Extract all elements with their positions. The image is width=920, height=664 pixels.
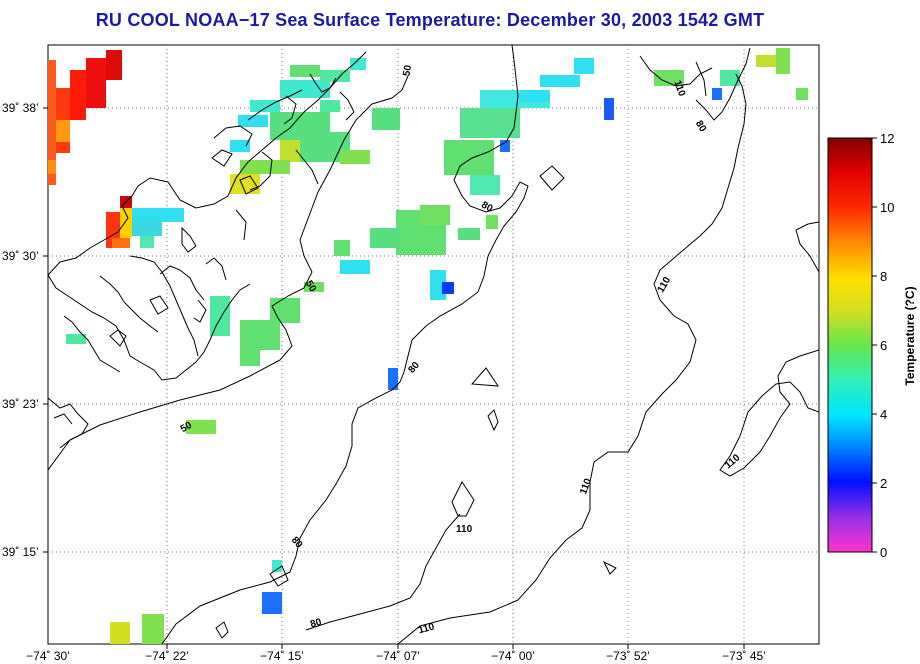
contour-label: 80 <box>693 119 708 135</box>
contours <box>48 45 819 644</box>
lon-label: −74˚ 15’ <box>260 649 304 663</box>
colorbar-tick: 0 <box>880 545 887 560</box>
longitude-labels: −74˚ 30’ −74˚ 22’ −74˚ 15’ −74˚ 07’ −74˚… <box>26 649 766 663</box>
contour-label: 50 <box>303 279 318 295</box>
axis-ticks <box>43 107 745 649</box>
sst-pixels <box>48 48 808 644</box>
colorbar-title: Temperature (?C) <box>903 286 917 385</box>
contour-label: 50 <box>401 64 414 77</box>
colorbar-tick: 10 <box>880 200 894 215</box>
contour-label: 110 <box>671 79 687 98</box>
contour-label: 50 <box>179 420 195 435</box>
lat-label: 39˚ 38’ <box>2 101 39 115</box>
contour-label: 80 <box>479 200 495 215</box>
lat-label: 39˚ 15’ <box>2 545 39 559</box>
lon-label: −73˚ 45’ <box>722 649 766 663</box>
lat-label: 39˚ 30’ <box>2 249 39 263</box>
colorbar-tick: 2 <box>880 476 887 491</box>
lon-label: −74˚ 22’ <box>145 649 189 663</box>
contour-label: 110 <box>417 621 436 636</box>
contour-label: 80 <box>309 617 323 631</box>
lon-label: −74˚ 30’ <box>26 649 70 663</box>
latitude-labels: 39˚ 38’ 39˚ 30’ 39˚ 23’ 39˚ 15’ <box>2 101 39 559</box>
map-title: RU COOL NOAA−17 Sea Surface Temperature:… <box>95 10 765 30</box>
coastline <box>48 51 367 449</box>
contour-label: 110 <box>456 524 473 535</box>
lon-label: −74˚ 00’ <box>491 649 535 663</box>
lon-label: −73˚ 52’ <box>606 649 650 663</box>
colorbar-tick: 6 <box>880 338 887 353</box>
colorbar-tick: 8 <box>880 269 887 284</box>
lat-label: 39˚ 23’ <box>2 397 39 411</box>
colorbar-tick: 12 <box>880 131 894 146</box>
map-area: 50 50 50 80 80 80 80 80 110 110 110 110 … <box>2 44 820 663</box>
contour-label: 110 <box>578 477 594 496</box>
lon-label: −74˚ 07’ <box>376 649 420 663</box>
graticule <box>48 45 819 644</box>
colorbar: 0 2 4 6 8 10 12 Temperature (?C) <box>827 131 917 560</box>
colorbar-gradient <box>827 137 873 553</box>
colorbar-tick: 4 <box>880 407 887 422</box>
